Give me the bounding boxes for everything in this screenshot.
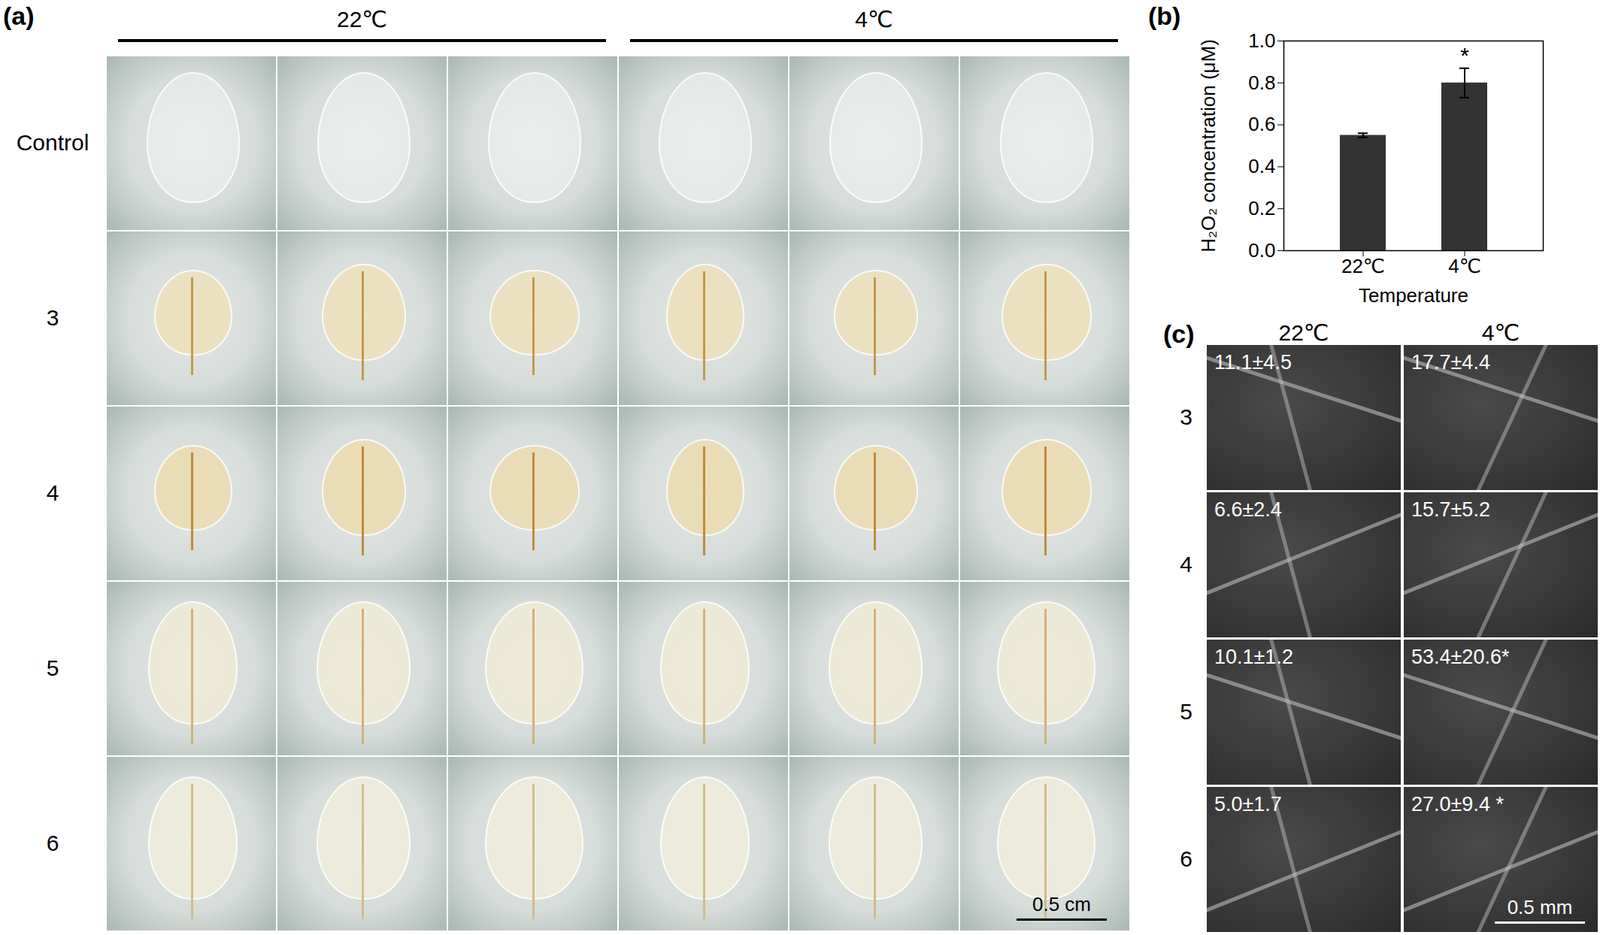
html-text:6: 6: [1179, 846, 1193, 872]
svg-text:H₂O₂ concentration (μM): H₂O₂ concentration (μM): [1196, 39, 1220, 253]
svg-text:0.0: 0.0: [1248, 239, 1276, 262]
svg-text:0.6: 0.6: [1248, 112, 1276, 136]
svg-text:0.8: 0.8: [1248, 71, 1276, 94]
html-text:5: 5: [46, 655, 59, 681]
html-text:4: 4: [1179, 551, 1193, 577]
html-text:27.0±9.4 *: 27.0±9.4 *: [1411, 793, 1504, 816]
html-text:5.0±1.7: 5.0±1.7: [1214, 793, 1282, 816]
html-text:6: 6: [46, 830, 59, 856]
svg-text:4℃: 4℃: [1448, 254, 1482, 278]
html-text:3: 3: [1179, 404, 1193, 429]
html-text:0.5 mm: 0.5 mm: [1507, 896, 1573, 919]
svg-text:*: *: [1460, 42, 1470, 68]
html-text:5: 5: [1179, 698, 1193, 724]
html-text:6.6±2.4: 6.6±2.4: [1214, 498, 1282, 522]
html-text:22℃: 22℃: [336, 6, 388, 32]
html-text:11.1±4.5: 11.1±4.5: [1214, 351, 1292, 374]
html-text:Control: Control: [16, 129, 90, 155]
html-text:(a): (a): [3, 1, 35, 31]
html-text:17.7±4.4: 17.7±4.4: [1411, 351, 1491, 374]
html-text:3: 3: [46, 304, 59, 330]
html-text:(c): (c): [1163, 319, 1195, 349]
svg-text:1.0: 1.0: [1248, 29, 1276, 52]
html-text:4℃: 4℃: [855, 6, 894, 32]
html-text:15.7±5.2: 15.7±5.2: [1411, 498, 1491, 522]
html-text:10.1±1.2: 10.1±1.2: [1214, 645, 1294, 669]
html-text:4: 4: [46, 480, 59, 505]
svg-text:Temperature: Temperature: [1358, 284, 1469, 307]
html-text:(b): (b): [1148, 1, 1181, 31]
html-text:53.4±20.6*: 53.4±20.6*: [1411, 645, 1510, 669]
html-text:4℃: 4℃: [1481, 320, 1520, 346]
html-text:0.5 cm: 0.5 cm: [1032, 893, 1091, 916]
svg-text:0.2: 0.2: [1248, 196, 1276, 220]
svg-text:0.4: 0.4: [1248, 154, 1276, 178]
svg-text:22℃: 22℃: [1341, 254, 1385, 278]
html-text:22℃: 22℃: [1278, 320, 1329, 346]
